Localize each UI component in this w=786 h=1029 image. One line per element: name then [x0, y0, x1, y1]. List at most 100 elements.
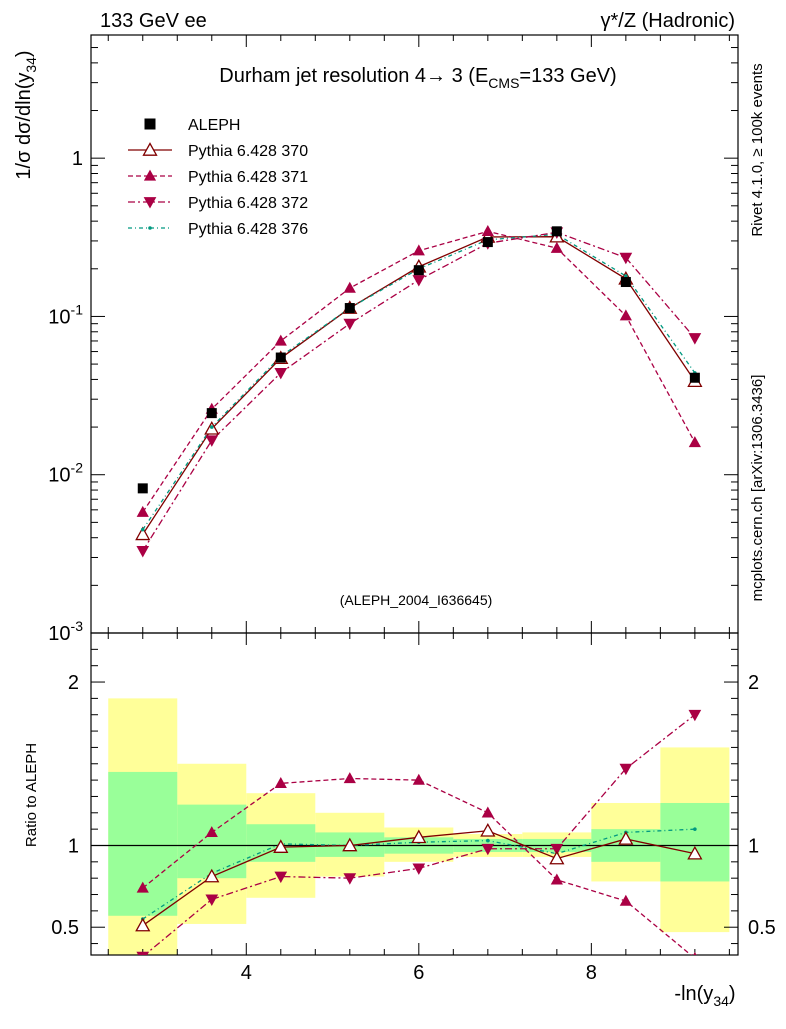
main-marker	[205, 435, 219, 447]
ratio-marker	[136, 881, 149, 893]
ratio-ytick-label-right: 2	[748, 672, 759, 694]
data-point	[344, 303, 355, 314]
ratio-frame	[90, 632, 739, 956]
ratio-marker	[204, 868, 220, 883]
legend-label: ALEPH	[188, 117, 240, 134]
ratio-marker	[481, 806, 494, 818]
main-marker	[136, 546, 150, 558]
ratio-marker	[550, 873, 563, 885]
band-inner	[177, 804, 247, 879]
legend-marker	[148, 226, 152, 230]
main-plot-series	[135, 224, 703, 558]
ratio-marker	[688, 709, 702, 722]
main-marker	[274, 334, 287, 346]
main-marker	[343, 318, 357, 331]
legend-label: Pythia 6.428 371	[188, 169, 308, 186]
legend-label: Pythia 6.428 376	[188, 221, 308, 238]
ratio-marker	[412, 863, 426, 875]
ratio-ytick-label: 2	[68, 672, 79, 694]
data-point	[689, 372, 700, 383]
main-ylabel: 1/σ dσ/dln(y34)	[13, 50, 39, 179]
ratio-plot-series	[135, 709, 703, 955]
ratio-marker	[619, 894, 632, 906]
main-marker	[135, 526, 151, 541]
ytick-label: 10-1	[48, 301, 83, 328]
ratio-marker	[135, 917, 151, 932]
legend-marker	[143, 169, 157, 181]
mcplots-label: mcplots.cern.ch [arXiv:1306.3436]	[749, 375, 766, 602]
rivet-version-label: Rivet 4.1.0, ≥ 100k events	[749, 63, 766, 236]
ratio-marker	[274, 777, 287, 789]
main-marker	[343, 281, 356, 293]
main-marker	[412, 275, 426, 287]
main-marker	[481, 224, 494, 236]
header-left-label: 133 GeV ee	[100, 10, 207, 32]
ytick-label: 1	[72, 148, 83, 170]
ratio-marker	[205, 894, 219, 906]
data-point	[620, 277, 631, 288]
xtick-label: 8	[586, 962, 597, 984]
ratio-marker	[549, 850, 565, 865]
main-marker	[412, 244, 425, 256]
ratio-marker	[481, 843, 495, 856]
ratio-plot-axes: 4 6 8 0.5 0.5 1 1 2 2	[51, 632, 776, 984]
ytick-label: 10-3	[48, 618, 83, 645]
header-right-label: γ*/Z (Hadronic)	[601, 10, 735, 32]
data-point	[551, 226, 562, 237]
legend-label: Pythia 6.428 372	[188, 195, 308, 212]
ratio-marker	[136, 951, 150, 955]
data-point	[275, 352, 286, 363]
ratio-ytick-label-right: 1	[748, 835, 759, 857]
data-point	[482, 237, 493, 248]
ratio-marker	[205, 826, 218, 838]
xtick-label: 6	[413, 962, 424, 984]
ratio-marker	[693, 951, 697, 955]
ratio-line	[142, 777, 692, 955]
ratio-marker	[273, 839, 289, 853]
band-inner	[108, 771, 178, 916]
legend: ALEPH Pythia 6.428 370 Pythia 6.428 371 Pyt…	[128, 117, 308, 238]
legend-marker	[142, 142, 158, 156]
xlabel: -ln(y34)	[674, 983, 735, 1009]
main-marker	[619, 252, 633, 265]
data-point	[206, 408, 217, 419]
ratio-marker	[411, 829, 427, 844]
ratio-marker	[274, 871, 288, 884]
main-marker	[136, 505, 149, 517]
ratio-ytick-label: 1	[68, 835, 79, 857]
ratio-marker	[619, 763, 633, 776]
xtick-label: 4	[241, 962, 252, 984]
ratio-marker	[480, 822, 496, 837]
ratio-marker	[693, 827, 697, 831]
data-point	[413, 265, 424, 276]
ratio-marker	[412, 773, 425, 785]
main-marker	[619, 309, 632, 321]
ratio-marker	[687, 845, 703, 860]
main-marker	[688, 436, 701, 448]
ratio-marker	[342, 837, 358, 852]
ratio-marker	[550, 843, 564, 856]
legend-marker	[143, 197, 157, 209]
ratio-ytick-label-right: 0.5	[748, 917, 776, 939]
data-point	[137, 483, 148, 494]
ratio-marker	[343, 772, 356, 784]
ratio-marker	[343, 873, 357, 885]
legend-marker-aleph	[144, 118, 156, 130]
ratio-ytick-label: 0.5	[51, 917, 79, 939]
plot-title: Durham jet resolution 4→ 3 (ECMS=133 GeV…	[219, 65, 616, 91]
legend-label: Pythia 6.428 370	[188, 143, 308, 160]
main-marker	[209, 425, 214, 429]
ytick-label: 10-2	[48, 460, 83, 487]
ratio-uncertainty-bands	[108, 698, 730, 955]
ratio-marker	[618, 831, 634, 845]
ratio-ylabel: Ratio to ALEPH	[23, 743, 40, 847]
band-inner	[660, 802, 730, 882]
main-marker	[688, 333, 702, 345]
ratio-marker	[486, 838, 490, 843]
main-marker	[140, 527, 145, 532]
main-marker	[274, 367, 288, 380]
analysis-tag: (ALEPH_2004_I636645)	[340, 592, 493, 608]
main-marker	[550, 241, 563, 253]
main-marker	[624, 274, 628, 278]
